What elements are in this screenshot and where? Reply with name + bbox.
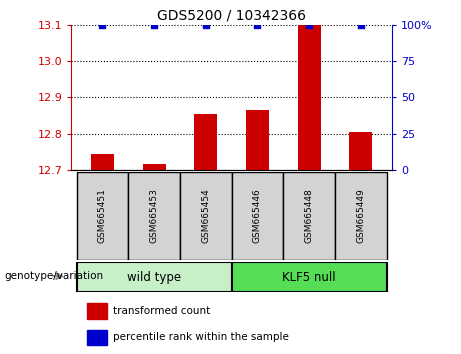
Bar (142, 165, 166, 170)
Bar (88, 330, 106, 345)
Point (99, 22, 106, 28)
Bar (246, 110, 269, 170)
Text: GSM665451: GSM665451 (98, 188, 107, 244)
Text: transformed count: transformed count (113, 306, 210, 316)
Text: KLF5 null: KLF5 null (282, 270, 336, 284)
Text: percentile rank within the sample: percentile rank within the sample (113, 332, 289, 342)
Text: GSM665449: GSM665449 (356, 189, 366, 243)
Point (254, 22, 261, 28)
Text: wild type: wild type (127, 270, 181, 284)
Bar (297, 25, 321, 170)
Bar (194, 114, 218, 170)
Bar (231, 172, 284, 260)
Bar (284, 172, 335, 260)
Text: GSM665448: GSM665448 (305, 189, 313, 243)
Text: genotype/variation: genotype/variation (5, 271, 104, 281)
Bar (77, 172, 128, 260)
Bar (180, 172, 231, 260)
Text: GSM665454: GSM665454 (201, 189, 210, 243)
Point (202, 22, 209, 28)
Bar (335, 172, 387, 260)
Bar (128, 172, 180, 260)
Point (306, 22, 313, 28)
Bar (77, 262, 231, 292)
Point (357, 22, 365, 28)
Text: GSM665453: GSM665453 (150, 188, 159, 244)
Bar (231, 262, 387, 292)
Bar (349, 132, 372, 170)
Bar (88, 303, 106, 319)
Title: GDS5200 / 10342366: GDS5200 / 10342366 (157, 8, 306, 22)
Point (150, 22, 158, 28)
Text: GSM665446: GSM665446 (253, 189, 262, 243)
Bar (91, 154, 114, 170)
